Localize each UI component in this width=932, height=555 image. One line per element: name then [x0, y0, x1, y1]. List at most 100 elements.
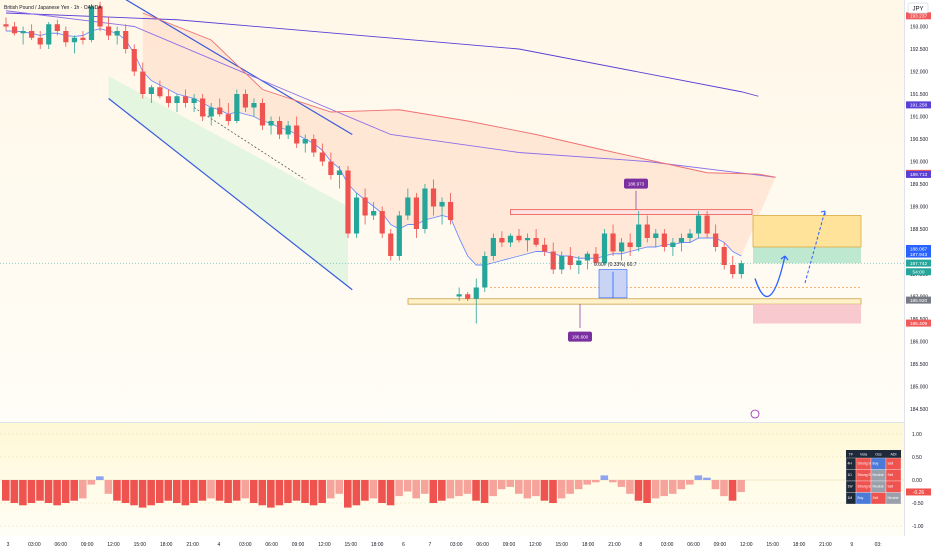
candle-body: [46, 24, 52, 45]
time-tick: 03:00: [239, 542, 252, 548]
candle-body: [627, 242, 633, 247]
time-tick: 7: [428, 542, 431, 548]
bottom-callout-label: 186.600: [572, 335, 589, 340]
osc-bar: [455, 480, 463, 497]
osc-bar: [660, 480, 668, 497]
osc-tick: 0.50: [912, 455, 922, 461]
time-tick: 06:00: [54, 542, 67, 548]
osc-bar: [335, 480, 344, 494]
forecast-dashed-head: [820, 210, 826, 215]
candle-body: [353, 197, 360, 234]
candle-body: [593, 253, 599, 263]
candle-body: [182, 96, 189, 103]
table-cell-label: 4H: [848, 462, 853, 466]
osc-bar: [497, 480, 506, 490]
candle-body: [533, 238, 539, 245]
osc-bar: [643, 480, 651, 503]
candle-body: [499, 238, 505, 243]
price-axis[interactable]: [904, 0, 932, 536]
osc-bar: [600, 475, 609, 480]
candle-body: [653, 233, 659, 238]
table-header-cell: [856, 450, 871, 458]
symbol-title[interactable]: British Pound / Japanese Yen · 1h · OAND…: [4, 5, 102, 11]
osc-bar: [515, 480, 523, 494]
time-axis[interactable]: [0, 536, 932, 550]
time-tick: 18:00: [160, 542, 173, 548]
candle-body: [678, 238, 685, 243]
table-cell-label: Strong Sell: [858, 462, 875, 466]
osc-bar: [190, 480, 198, 503]
ma-mid-line: [5, 10, 776, 178]
annotations: 0.607 (0.33%) 60.7 188.973 186.600: [0, 178, 904, 419]
candle-body: [208, 107, 214, 117]
price-badge-label: 54:00: [912, 270, 924, 276]
forecast-arrowhead: [780, 255, 789, 261]
osc-bar: [720, 480, 728, 497]
price-tick: 188.500: [910, 227, 928, 233]
candle-body: [490, 238, 496, 256]
candle-body: [234, 94, 240, 121]
osc-bar: [301, 480, 309, 503]
osc-bar: [591, 480, 600, 483]
candle-body: [165, 96, 172, 103]
cloud-fills: [108, 13, 776, 288]
table-cell-label: Sell: [888, 473, 894, 477]
candle-body: [507, 235, 514, 243]
candle-body: [721, 247, 727, 265]
candle-body: [644, 224, 650, 238]
price-tick: 191.000: [910, 115, 928, 121]
event-icon: [750, 409, 760, 419]
osc-bar: [284, 480, 292, 503]
candle-body: [345, 170, 351, 234]
time-tick: 21:00: [819, 542, 832, 548]
price-badge: [906, 250, 931, 258]
osc-bar: [104, 480, 113, 494]
candle-body: [636, 224, 642, 247]
currency-badge[interactable]: [907, 2, 929, 14]
stop-box: [753, 304, 861, 324]
price-tick: 185.500: [910, 362, 928, 368]
time-tick: 09:00: [503, 542, 516, 548]
candle-body: [619, 242, 625, 252]
table-cell-label: Sell: [888, 462, 894, 466]
osc-bar: [53, 480, 61, 506]
time-tick: 18:00: [793, 542, 806, 548]
time-tick: 06:00: [265, 542, 278, 548]
time-tick: 12:00: [107, 542, 120, 548]
candle-body: [148, 87, 154, 94]
candle-body: [11, 26, 18, 34]
candle-body: [259, 103, 266, 126]
price-badge-label: 189.713: [910, 172, 928, 178]
table-header-cell: [846, 450, 856, 458]
time-tick: 12:00: [318, 542, 331, 548]
candle-body: [191, 98, 197, 103]
candle-body: [242, 94, 248, 108]
osc-tick: -0.50: [912, 501, 924, 507]
osc-bar: [224, 480, 232, 503]
osc-bar: [506, 480, 515, 487]
time-tick: 3: [7, 542, 10, 548]
osc-bar: [326, 480, 335, 499]
osc-bar: [532, 480, 540, 497]
oscillator-pane: [0, 423, 904, 536]
osc-bar: [540, 480, 549, 501]
candle-body: [730, 265, 736, 274]
osc-bar: [344, 480, 352, 508]
candle-body: [71, 37, 77, 43]
osc-bar: [361, 480, 369, 501]
price-tick: 190.000: [910, 160, 928, 166]
channel-fill: [108, 76, 348, 288]
candle-body: [131, 49, 137, 72]
price-tick: 185.000: [910, 385, 928, 391]
price-badge-label: 186.920: [910, 298, 928, 304]
price-tick: 189.500: [910, 182, 928, 188]
osc-bar: [472, 480, 480, 501]
candle-body: [294, 125, 300, 144]
measure-label: 0.607 (0.33%) 60.7: [594, 262, 637, 268]
table-cell: [885, 492, 902, 505]
candle-body: [97, 6, 103, 27]
candle-body: [456, 294, 462, 297]
table-cell-label: Neutral: [873, 473, 884, 477]
